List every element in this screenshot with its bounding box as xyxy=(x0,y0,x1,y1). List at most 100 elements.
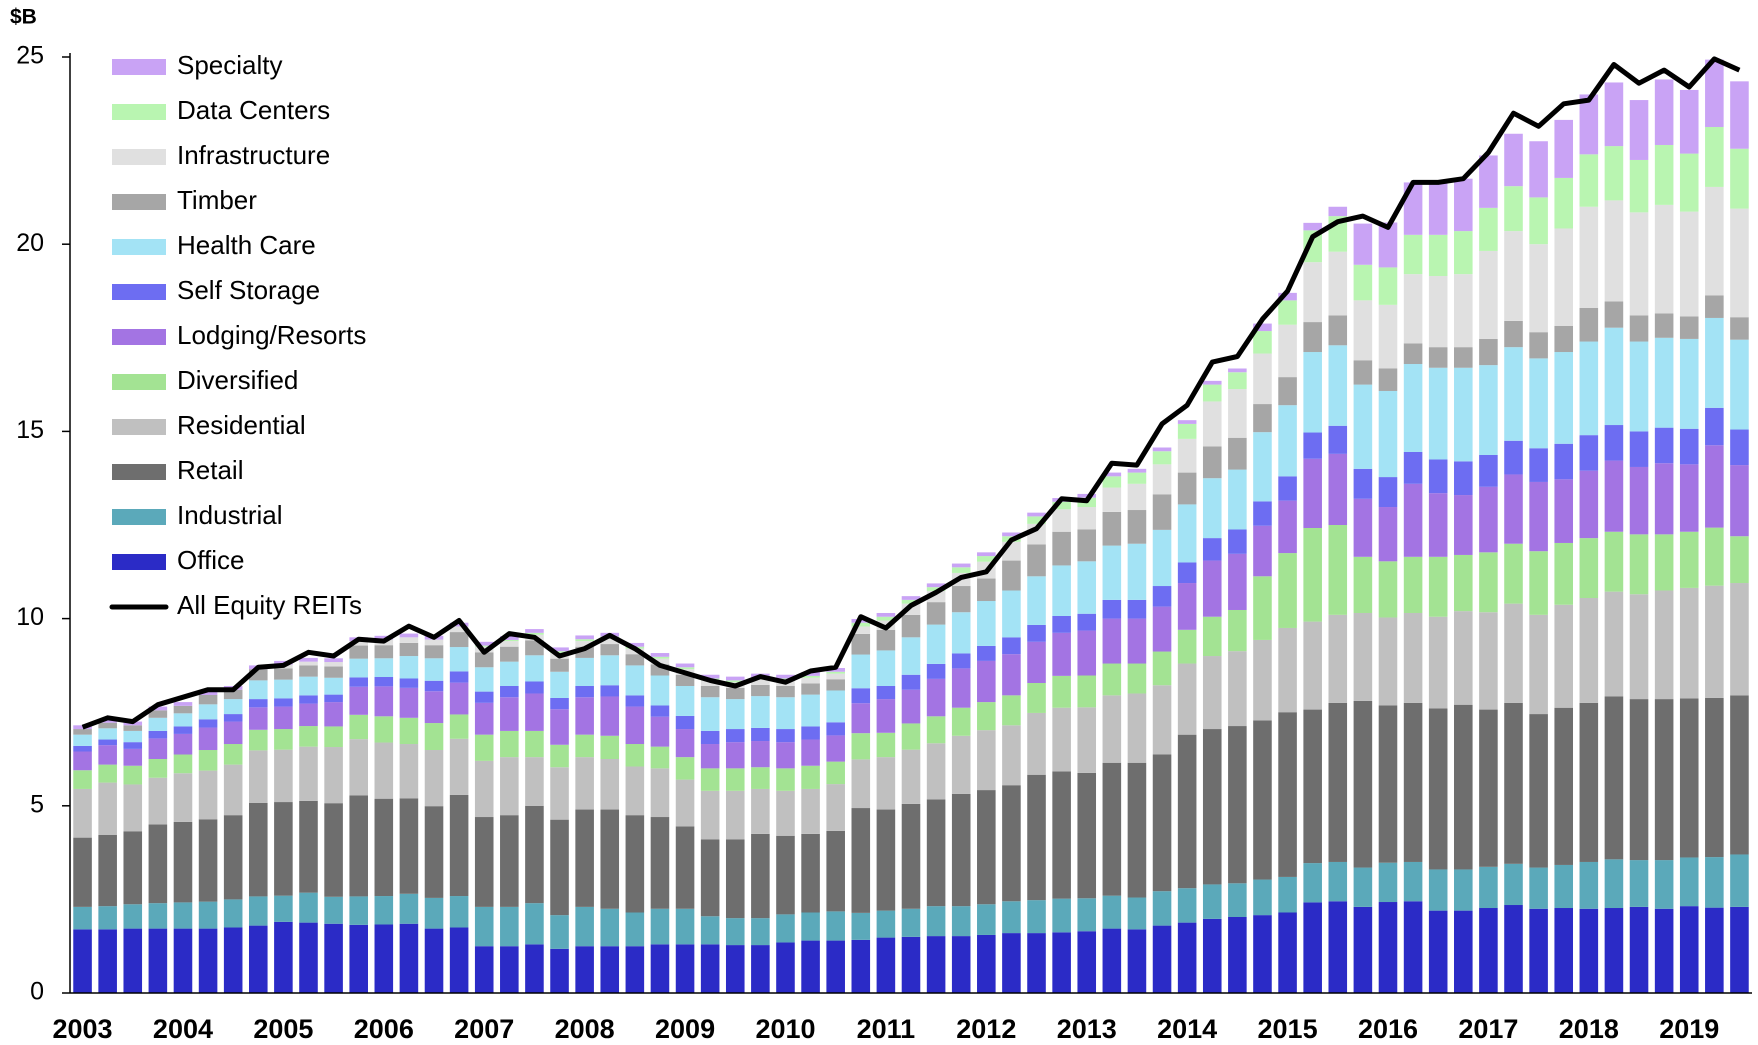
bar-segment xyxy=(1679,338,1699,429)
bar-segment xyxy=(98,745,117,765)
bar-segment xyxy=(1177,734,1197,889)
bar-segment xyxy=(776,678,795,681)
bar-segment xyxy=(700,839,720,917)
bar-segment xyxy=(1479,454,1498,487)
bar-segment xyxy=(349,686,368,715)
bar-segment xyxy=(977,934,996,993)
bar-segment xyxy=(123,725,143,731)
bar-segment xyxy=(1654,908,1674,993)
bar-segment xyxy=(1353,264,1373,301)
x-tick-label: 2004 xyxy=(153,1014,213,1044)
bar-segment xyxy=(299,922,318,993)
bar-segment xyxy=(901,803,921,909)
bar-segment xyxy=(1052,771,1071,899)
bar-segment xyxy=(1228,469,1247,530)
bar-segment xyxy=(901,908,921,937)
bar-segment xyxy=(1353,468,1373,499)
bar-segment xyxy=(926,678,946,717)
bar-segment xyxy=(1253,331,1272,354)
bar-segment xyxy=(1027,933,1046,993)
bar-segment xyxy=(274,706,293,730)
bar-segment xyxy=(1202,401,1222,447)
bar-segment xyxy=(1152,606,1172,652)
bar-segment xyxy=(1705,295,1724,318)
bar-segment xyxy=(926,906,946,937)
bar-segment xyxy=(550,658,569,672)
bar-segment xyxy=(198,719,218,728)
bar-segment xyxy=(399,923,419,993)
bar-segment xyxy=(926,716,946,744)
bar-segment xyxy=(1554,864,1574,909)
bar-segment xyxy=(198,704,218,720)
legend-label: Industrial xyxy=(177,500,283,530)
bar-segment xyxy=(876,732,896,758)
bar-segment xyxy=(1428,493,1448,557)
bar-segment xyxy=(223,721,243,745)
bar-segment xyxy=(776,942,795,993)
y-axis-label: $B xyxy=(10,6,37,29)
bar-segment xyxy=(1554,228,1574,326)
bar-segment xyxy=(1177,562,1197,584)
bar-segment xyxy=(826,679,845,691)
bar-segment xyxy=(625,912,645,947)
bar-segment xyxy=(1077,561,1097,614)
bar-segment xyxy=(700,730,720,745)
bar-segment xyxy=(675,663,695,668)
x-tick-label: 2019 xyxy=(1659,1014,1719,1044)
bar-segment xyxy=(274,729,293,750)
bar-segment xyxy=(1679,857,1699,907)
bar-segment xyxy=(725,945,745,993)
bar-segment xyxy=(1529,614,1548,715)
bar-segment xyxy=(1579,435,1599,471)
bar-segment xyxy=(148,706,168,711)
bar-segment xyxy=(650,908,670,945)
bar-segment xyxy=(1378,222,1398,268)
bar-segment xyxy=(751,833,770,919)
bar-segment xyxy=(650,653,670,657)
bar-segment xyxy=(525,693,544,731)
bar-segment xyxy=(525,681,544,694)
bar-segment xyxy=(1529,908,1548,993)
bar-segment xyxy=(1353,700,1373,868)
bar-segment xyxy=(1328,525,1348,615)
bar-segment xyxy=(725,790,745,840)
bar-segment xyxy=(1177,420,1197,424)
bar-segment xyxy=(550,651,569,654)
bar-segment xyxy=(625,654,645,666)
bar-segment xyxy=(926,743,946,800)
legend-label: Residential xyxy=(177,410,306,440)
bar-segment xyxy=(73,734,92,746)
bar-segment xyxy=(600,809,620,909)
bar-segment xyxy=(1177,438,1197,473)
bar-segment xyxy=(700,674,720,679)
bar-segment xyxy=(173,705,193,714)
bar-segment xyxy=(600,946,620,993)
bar-segment xyxy=(399,678,419,688)
bar-segment xyxy=(1403,364,1423,452)
bar-segment xyxy=(525,629,544,633)
bar-segment xyxy=(148,824,168,904)
bar-segment xyxy=(274,802,293,896)
bar-segment xyxy=(1303,863,1322,903)
bar-segment xyxy=(977,702,996,731)
bar-segment xyxy=(1177,423,1197,439)
bar-segment xyxy=(901,674,921,690)
bar-segment xyxy=(600,685,620,697)
bar-segment xyxy=(223,689,243,700)
bar-segment xyxy=(1303,432,1322,459)
bar-segment xyxy=(926,590,946,603)
bar-segment xyxy=(1353,556,1373,613)
bar-segment xyxy=(1127,663,1147,694)
bar-segment xyxy=(700,744,720,769)
bar-segment xyxy=(1152,447,1172,452)
bar-segment xyxy=(776,685,795,698)
bar-segment xyxy=(123,928,143,993)
bar-segment xyxy=(776,835,795,915)
bar-segment xyxy=(1479,908,1498,993)
bar-segment xyxy=(1554,542,1574,605)
bar-segment xyxy=(500,636,519,640)
bar-segment xyxy=(1027,682,1046,713)
bar-segment xyxy=(374,896,394,925)
bar-segment xyxy=(625,695,645,707)
bar-segment xyxy=(123,748,143,766)
